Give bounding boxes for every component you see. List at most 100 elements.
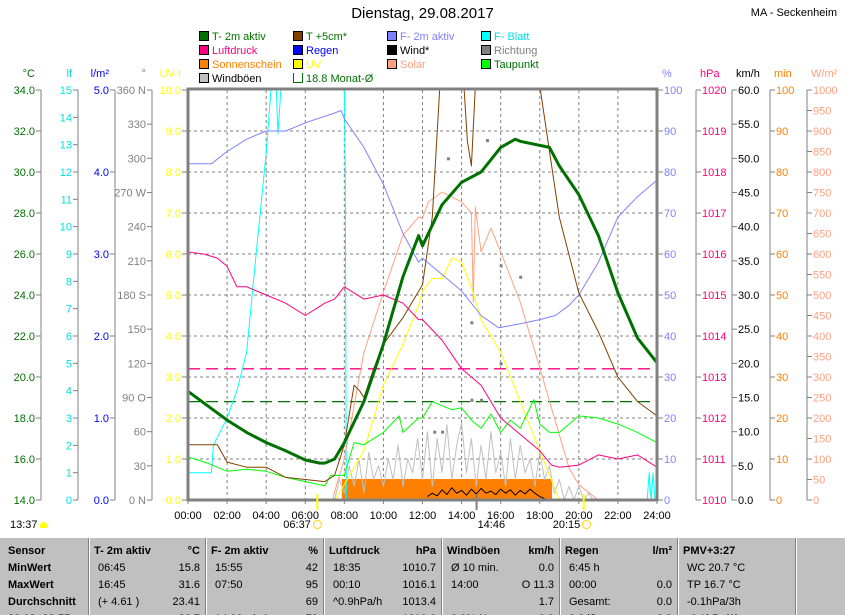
legend-swatch	[293, 45, 303, 55]
table-cell: 20.7	[98, 611, 200, 615]
axis-tick-label-solar: 0	[813, 495, 819, 507]
axis-tick-label-dir: 240	[128, 222, 146, 234]
direction-point	[499, 362, 503, 366]
legend-swatch	[387, 59, 397, 69]
axis-tick-label-rain: 5.0	[94, 85, 109, 97]
legend-swatch	[293, 31, 303, 41]
cell-label: 18:35	[333, 562, 361, 574]
axis-tick-label-solar: 850	[813, 147, 831, 159]
legend-item-regen: Regen	[293, 45, 338, 58]
series-f-blatt	[188, 90, 656, 500]
cell-label: Windböen	[447, 545, 501, 557]
axis-tick-label-sun: 100	[776, 85, 794, 97]
cell-label: PMV+3:27	[683, 545, 736, 557]
axis-tick-label-temp: 20.0	[14, 372, 35, 384]
moon-marker: 13:37	[10, 519, 47, 531]
cell-value: 23.41	[172, 596, 200, 608]
table-row: 29.08.-22:55 20.7 14.06 g/m³ 79 1010.0 0.0% N…	[0, 611, 845, 615]
axis-tick-label-dir: 210	[128, 256, 146, 268]
legend-swatch	[481, 45, 491, 55]
sunset-marker: 20:15	[553, 519, 592, 531]
table-cell: (+ 4.61 ) 23.41	[98, 594, 200, 611]
x-tick-label: 06:00	[291, 510, 319, 522]
axis-tick-label-leaf: 10	[60, 222, 72, 234]
series-windb-en	[334, 422, 594, 500]
table-cell: F- 2m aktiv%	[211, 543, 318, 560]
direction-point	[485, 139, 489, 143]
cell-label: F- 2m aktiv	[211, 545, 269, 557]
legend-item-t-2m-aktiv: T- 2m aktiv	[199, 31, 266, 44]
legend-label: Regen	[306, 45, 339, 57]
cell-value: 1013.4	[402, 596, 436, 608]
axis-tick-label-wind: 50.0	[738, 153, 759, 165]
axis-tick-label-dir: 360 N	[117, 85, 146, 97]
axis-tick-label-solar: 250	[813, 393, 831, 405]
axis-tick-label-temp: 26.0	[14, 249, 35, 261]
axis-tick-label-press: 1017	[702, 208, 726, 220]
cell-label: Regen	[565, 545, 599, 557]
axis-tick-label-leaf: 3	[66, 413, 72, 425]
cell-value: 79	[306, 611, 318, 615]
axis-tick-label-solar: 500	[813, 290, 831, 302]
table-header-row: Sensor T- 2m aktiv °C F- 2m aktiv% Luftdruck…	[0, 543, 845, 560]
axis-unit-leaf: lf	[66, 68, 73, 80]
axis-tick-label-press: 1013	[702, 372, 726, 384]
axis-tick-label-leaf: 15	[60, 85, 72, 97]
table-cell: 6:45 h	[569, 560, 672, 577]
cell-value: %	[308, 545, 318, 557]
cell-value: 0.0	[656, 579, 672, 591]
axis-tick-label-leaf: 4	[66, 386, 72, 398]
chart-title: Dienstag, 29.08.2017	[351, 5, 494, 22]
table-cell: Windböen km/h	[447, 543, 554, 560]
legend-label: F- 2m aktiv	[400, 31, 455, 43]
row-label: MaxWert	[8, 579, 54, 591]
table-cell: T- 2m aktiv °C	[94, 543, 200, 560]
legend-label: Sonnenschein	[212, 59, 282, 71]
legend-label: Luftdruck	[212, 45, 258, 57]
cell-value: 69	[305, 596, 318, 608]
axis-tick-label-rain: 1.0	[94, 413, 109, 425]
cell-label: TP 16.7 °C	[687, 579, 741, 591]
legend-item-f-2m-aktiv: F- 2m aktiv	[387, 31, 454, 44]
weather-chart: 14.016.018.020.022.024.026.028.030.032.0…	[14, 85, 838, 522]
legend-swatch	[293, 73, 303, 83]
axis-unit-rain: l/m²	[90, 68, 109, 80]
axis-tick-label-uv: 5.0	[166, 290, 181, 302]
sunset-time: 20:15	[552, 519, 581, 531]
axis-tick-label-wind: 5.0	[738, 461, 753, 473]
axis-tick-label-solar: 950	[813, 106, 831, 118]
moon-time: 13:37	[10, 519, 38, 531]
axis-tick-label-temp: 34.0	[14, 85, 35, 97]
axis-tick-label-leaf: 9	[66, 249, 72, 261]
axis-tick-label-hum: 50	[664, 290, 676, 302]
axis-tick-label-wind: 35.0	[738, 256, 759, 268]
column-divider	[677, 538, 679, 615]
axis-tick-label-uv: 4.0	[166, 331, 181, 343]
table-cell: ^0.9hPa/h 1013.4	[333, 594, 436, 611]
legend-item-solar: Solar	[387, 59, 426, 72]
direction-point	[433, 430, 437, 434]
axis-tick-label-dir: 30	[134, 461, 146, 473]
axis-tick-label-temp: 14.0	[14, 495, 35, 507]
direction-point	[499, 264, 503, 268]
axis-tick-label-press: 1015	[702, 290, 726, 302]
table-cell: -0.1hPa/3h	[687, 594, 790, 611]
table-row: Durchschnitt (+ 4.61 ) 23.41 69 ^0.9hPa/h 101…	[0, 594, 845, 611]
cell-value: l/m²	[652, 545, 672, 557]
x-tick-label: 20:00	[565, 510, 593, 522]
table-cell: 1.7	[451, 594, 554, 611]
x-tick-label: 22:00	[604, 510, 632, 522]
axis-tick-label-wind: 40.0	[738, 222, 759, 234]
cell-label: ^0.9hPa/h	[333, 596, 383, 608]
axis-tick-label-dir: 180 S	[117, 290, 146, 302]
table-cell: -0.1hPa/1h	[687, 611, 790, 615]
column-divider	[323, 538, 325, 615]
cell-value: 15.8	[178, 562, 200, 574]
legend-label: UV	[306, 59, 322, 71]
axis-tick-label-wind: 60.0	[738, 85, 759, 97]
axis-tick-label-solar: 800	[813, 167, 831, 179]
axis-tick-label-leaf: 7	[66, 304, 72, 316]
series-wind	[427, 487, 545, 500]
cell-value: °C	[187, 545, 200, 557]
legend-label: 18.8 Monat-Ø	[306, 73, 374, 85]
